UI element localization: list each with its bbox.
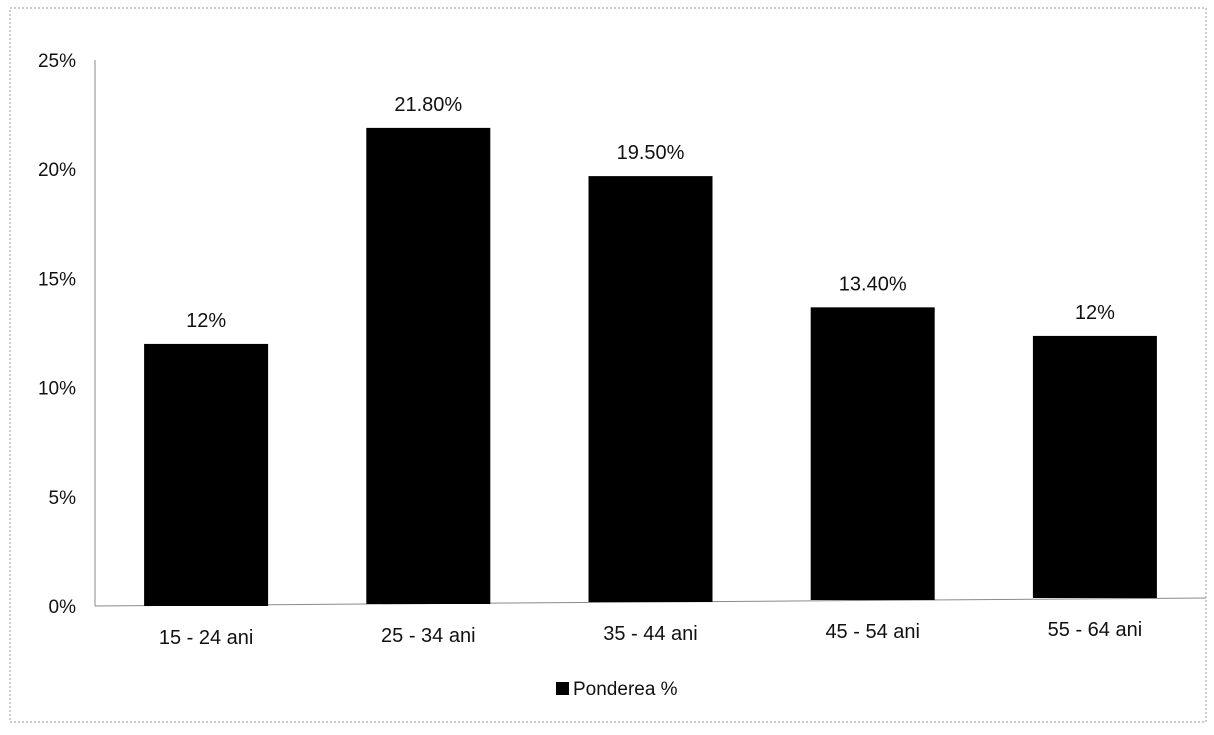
chart-border (9, 7, 1207, 723)
data-label: 12% (186, 310, 226, 332)
y-tick-label: 10% (38, 379, 76, 400)
y-tick-label: 25% (38, 51, 76, 72)
y-tick-label: 20% (38, 160, 76, 181)
legend: Ponderea % (556, 679, 678, 700)
y-tick-label: 15% (38, 269, 76, 290)
bar (1032, 335, 1157, 598)
category-labels: 15 - 24 ani 25 - 34 ani 35 - 44 ani 45 - 54… (159, 619, 1142, 649)
x-tick-label: 15 - 24 ani (159, 627, 254, 649)
bars (144, 127, 1157, 606)
y-tick-label: 0% (49, 597, 77, 618)
bar (366, 127, 491, 604)
legend-swatch (556, 682, 569, 695)
bar (588, 176, 713, 602)
data-label: 12% (1075, 302, 1115, 324)
legend-label: Ponderea % (573, 679, 678, 700)
bar (810, 307, 935, 600)
data-label: 19.50% (617, 142, 685, 164)
x-tick-label: 45 - 54 ani (825, 621, 920, 643)
data-labels: 12% 21.80% 19.50% 13.40% 12% (186, 94, 1115, 332)
y-tick-label: 5% (49, 488, 77, 509)
bar (144, 343, 269, 606)
y-tick-labels: 0% 5% 10% 15% 20% 25% (38, 51, 76, 618)
data-label: 21.80% (394, 94, 462, 116)
x-tick-label: 35 - 44 ani (603, 623, 698, 645)
x-tick-label: 25 - 34 ani (381, 625, 476, 647)
data-label: 13.40% (839, 273, 907, 295)
x-tick-label: 55 - 64 ani (1048, 619, 1143, 641)
